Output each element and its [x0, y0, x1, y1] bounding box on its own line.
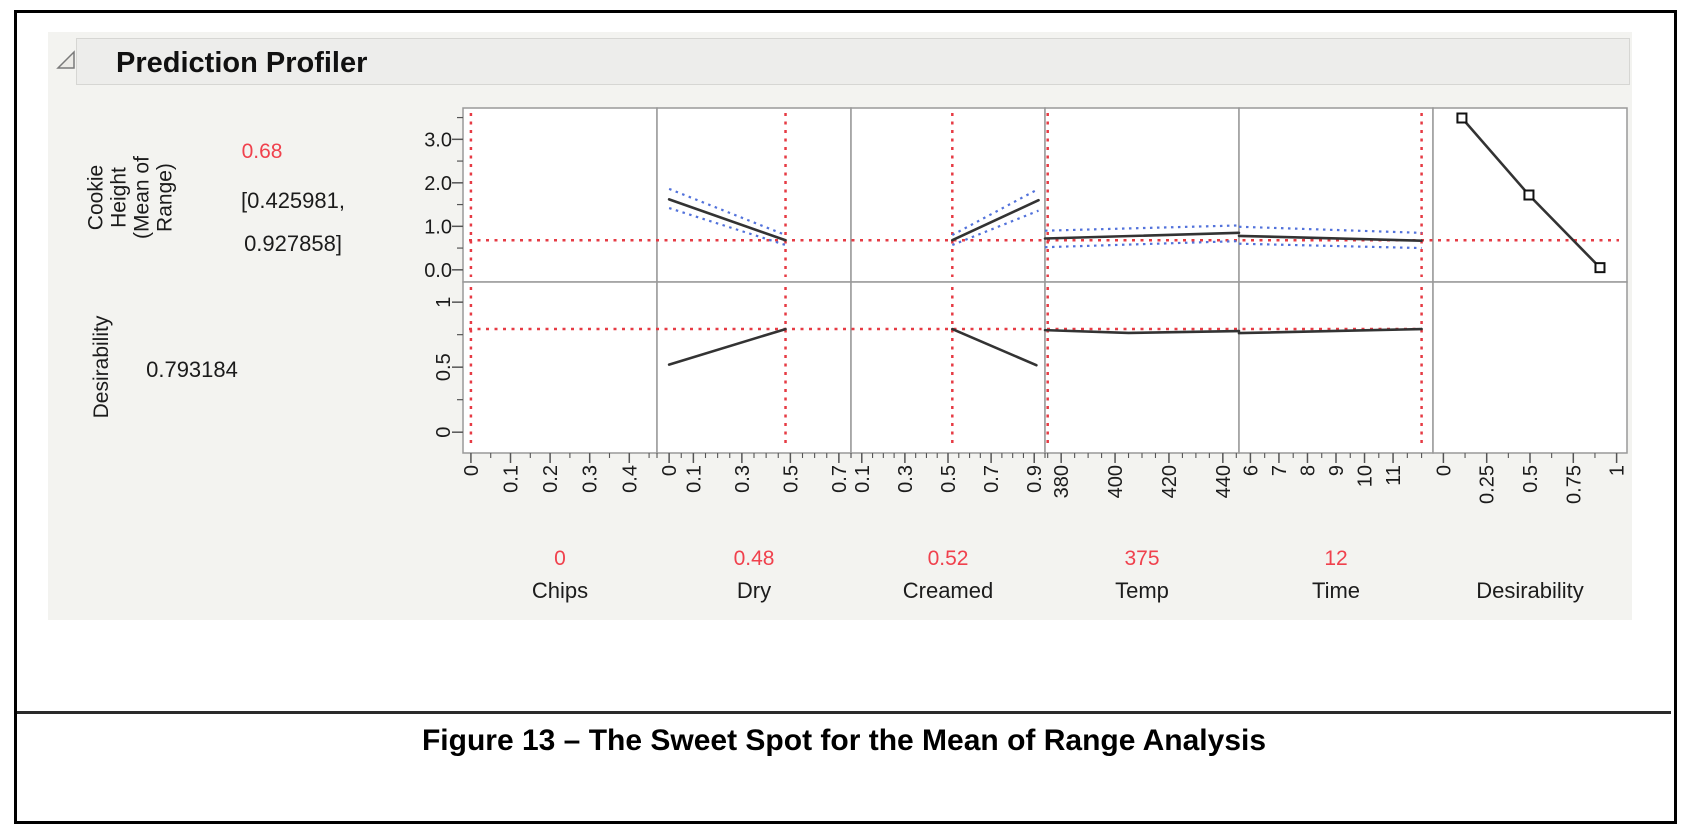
x-axis-tick-label: 9 [1326, 465, 1348, 476]
x-axis-tick-label: 0 [461, 465, 483, 476]
x-axis-tick-label: 0.3 [580, 465, 602, 493]
profiler-cell[interactable] [1044, 281, 1240, 454]
confidence-interval-line: 0.927858] [244, 231, 342, 256]
confidence-band [1238, 225, 1422, 234]
x-axis-tick-label: 0.3 [895, 465, 917, 493]
factor-name-label: Chips [532, 578, 588, 603]
predicted-value-cookie-height: 0.68 [241, 140, 283, 163]
y-axis-tick-label: 3.0 [424, 129, 452, 151]
profiler-cell[interactable] [656, 281, 852, 454]
profiler-cell[interactable] [462, 281, 658, 454]
factor-name-label: Dry [737, 578, 771, 603]
x-axis-tick-label: 0 [659, 465, 681, 476]
x-axis-tick-label: 10 [1355, 465, 1377, 487]
x-axis-tick-label: 0.9 [1024, 465, 1046, 493]
x-axis-tick-label: 1 [1607, 465, 1629, 476]
x-axis-tick-label: 0.75 [1563, 465, 1585, 504]
prediction-trace [667, 198, 787, 242]
confidence-band [1044, 224, 1240, 232]
x-axis-tick-label: 0.5 [780, 465, 802, 493]
y-axis-tick-label: 0.5 [433, 353, 455, 381]
factor-value-label[interactable]: 0.52 [928, 547, 969, 570]
prediction-trace [951, 327, 1038, 367]
profiler-cell[interactable] [462, 107, 658, 283]
x-axis-tick-label: 400 [1105, 465, 1127, 498]
response-label-line: Height [107, 167, 130, 228]
x-axis-tick-label: 440 [1213, 465, 1235, 498]
factor-name-label: Time [1312, 578, 1360, 603]
response-label-line: Cookie [84, 164, 107, 231]
x-axis-tick-label: 0.2 [540, 465, 562, 493]
response-label-line: (Mean of [130, 156, 153, 239]
x-axis-tick-label: 7 [1269, 465, 1291, 476]
y-axis-tick-label: 2.0 [424, 173, 452, 195]
profiler-cell[interactable] [656, 107, 852, 283]
confidence-band [951, 187, 1040, 236]
desirability-handle-marker[interactable] [1456, 112, 1468, 124]
x-axis-tick-label: 8 [1297, 465, 1319, 476]
x-axis-tick-label: 11 [1383, 465, 1405, 486]
x-axis-tick-label: 0.7 [829, 465, 851, 493]
x-axis-tick-label: 0.25 [1477, 465, 1499, 504]
x-axis-tick-label: 0.4 [619, 465, 641, 493]
prediction-trace [1043, 231, 1241, 240]
desirability-handle-marker[interactable] [1523, 189, 1535, 201]
x-axis-tick-label: 0.3 [732, 465, 754, 493]
x-axis-tick-label: 0.5 [1520, 465, 1542, 493]
x-axis-tick-label: 0.5 [938, 465, 960, 493]
response-label-cookie-height: Cookie Height (Mean of Range) [48, 98, 213, 298]
response-label-line: Desirability [90, 315, 113, 419]
y-axis-tick-label: 1 [433, 297, 455, 308]
confidence-band [1238, 242, 1422, 250]
prediction-trace [1237, 327, 1423, 335]
x-axis-tick-label: 0.7 [981, 465, 1003, 493]
figure-caption: Figure 13 – The Sweet Spot for the Mean … [421, 724, 1267, 757]
factor-name-label: Creamed [903, 578, 993, 603]
x-axis-tick-label: 6 [1240, 465, 1262, 476]
profiler-cell[interactable] [1432, 281, 1628, 454]
y-axis-tick-label: 1.0 [424, 216, 452, 238]
profiler-cell[interactable] [1238, 107, 1434, 283]
factor-value-label[interactable]: 0 [554, 547, 566, 570]
y-axis-tick-label: 0 [433, 427, 455, 438]
profiler-cell[interactable] [850, 281, 1046, 454]
prediction-trace [1043, 328, 1241, 335]
desirability-handle-marker[interactable] [1594, 262, 1606, 274]
confidence-band [1044, 240, 1240, 249]
prediction-trace [1237, 234, 1423, 242]
profiler-cell[interactable] [1044, 107, 1240, 283]
factor-value-label[interactable]: 0.48 [734, 547, 775, 570]
x-axis-tick-label: 380 [1051, 465, 1073, 498]
factor-name-label: Desirability [1476, 578, 1584, 603]
x-axis-tick-label: 420 [1159, 465, 1181, 498]
predicted-value-desirability: 0.793184 [146, 357, 238, 382]
confidence-interval-line: [0.425981, [241, 188, 345, 213]
confidence-interval: [0.425981, 0.927858] [200, 179, 386, 265]
x-axis-tick-label: 0 [1433, 465, 1455, 476]
profiler-cell[interactable] [850, 107, 1046, 283]
panel-title-bar [76, 38, 1630, 85]
disclosure-triangle-icon[interactable] [54, 48, 78, 72]
x-axis-tick-label: 0.1 [683, 465, 705, 493]
factor-value-label[interactable]: 12 [1324, 547, 1347, 570]
response-label-line: Range) [153, 163, 176, 232]
caption-divider [17, 711, 1671, 714]
prediction-trace [667, 327, 787, 366]
factor-value-label[interactable]: 375 [1124, 547, 1159, 570]
panel-title: Prediction Profiler [116, 47, 368, 79]
factor-name-label: Temp [1115, 578, 1169, 603]
prediction-trace [951, 198, 1040, 242]
profiler-cell[interactable] [1238, 281, 1434, 454]
x-axis-tick-label: 0.1 [852, 465, 874, 493]
confidence-band [951, 209, 1039, 247]
x-axis-tick-label: 0.1 [501, 465, 523, 493]
y-axis-tick-label: 0.0 [424, 260, 452, 282]
